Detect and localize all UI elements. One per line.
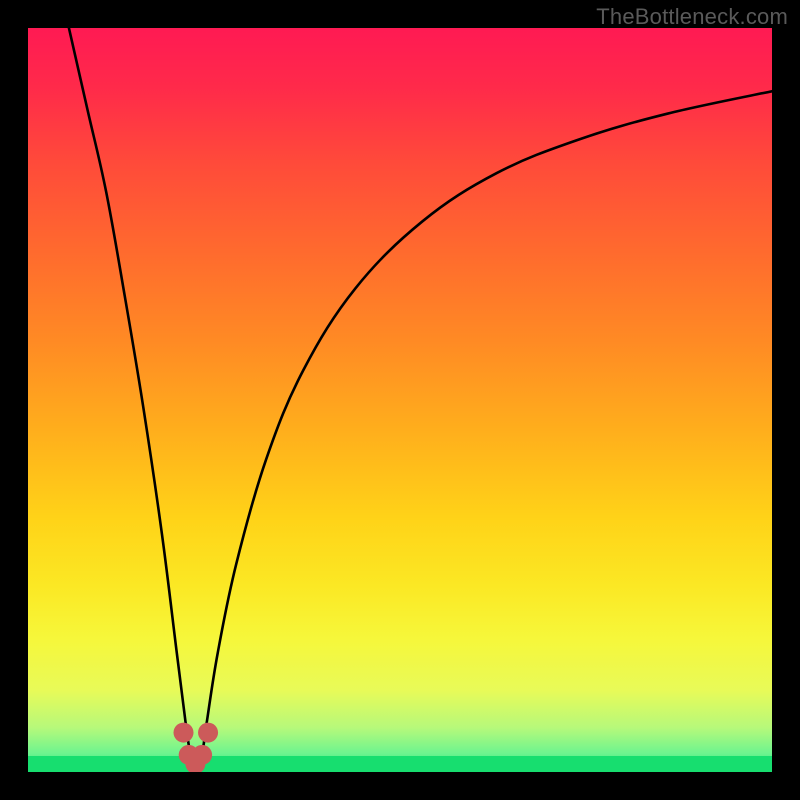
minimum-marker	[192, 745, 212, 765]
curve-layer	[28, 28, 772, 772]
curve-right-branch	[195, 91, 772, 767]
watermark-text: TheBottleneck.com	[596, 4, 788, 30]
markers-group	[174, 723, 219, 772]
curve-left-branch	[69, 28, 195, 767]
minimum-marker	[174, 723, 194, 743]
chart-frame: TheBottleneck.com	[0, 0, 800, 800]
minimum-marker	[198, 723, 218, 743]
plot-area	[28, 28, 772, 772]
